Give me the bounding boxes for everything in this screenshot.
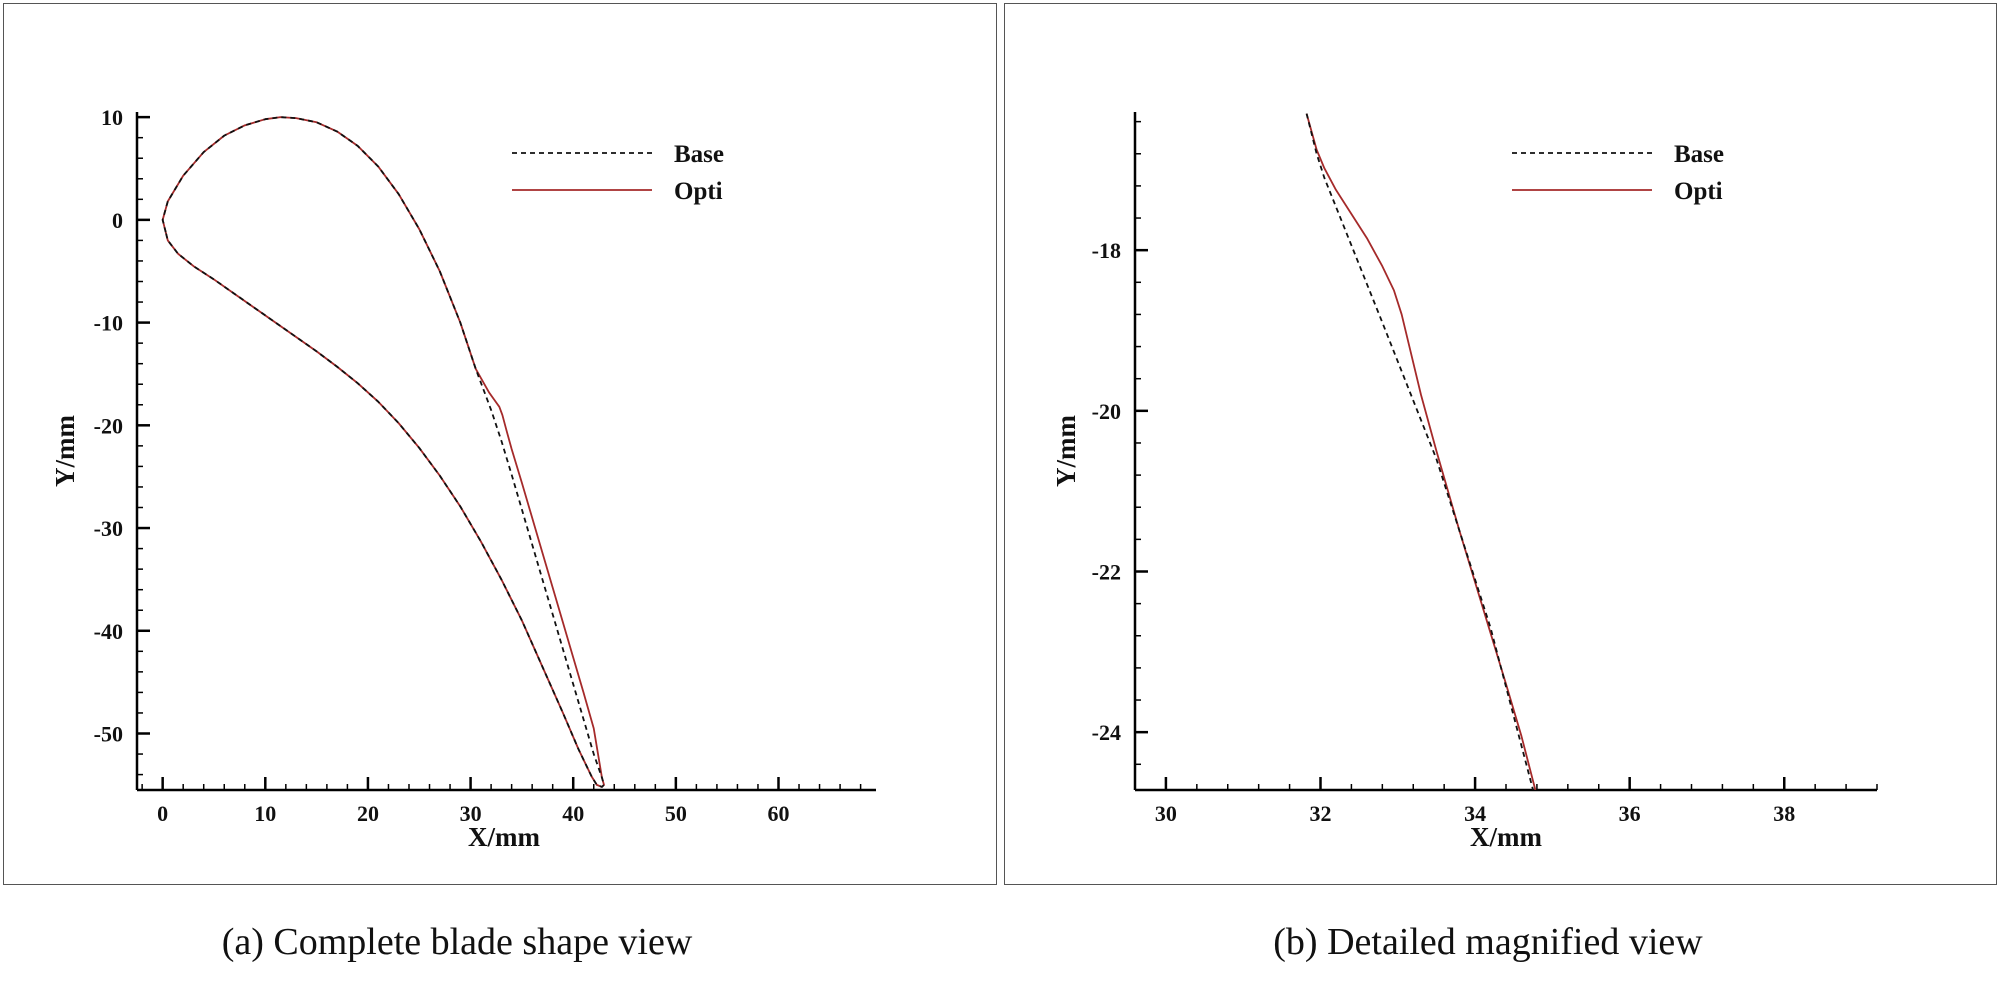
y-tick-label: -30 (94, 516, 123, 541)
y-tick-label: -18 (1092, 238, 1121, 263)
y-tick-label: -10 (94, 311, 123, 336)
legend-label-opti: Opti (1674, 178, 1723, 205)
x-tick-label: 40 (562, 801, 584, 826)
series-opti-line (161, 116, 605, 788)
chart-b: 30 32 34 36 38 -18 -20 -22 -24 X/mm Y/mm Base Opti (1051, 112, 1878, 852)
series-opti-line (1305, 113, 1537, 790)
x-tick-label: 32 (1310, 801, 1332, 826)
legend-label-base: Base (1674, 141, 1724, 168)
legend-label-base: Base (674, 141, 724, 168)
x-tick-label: 34 (1464, 801, 1486, 826)
x-axis-title: X/mm (468, 822, 540, 852)
y-tick-label: -20 (1092, 399, 1121, 424)
x-tick-label: 36 (1619, 801, 1641, 826)
y-axis-title: Y/mm (1051, 415, 1081, 487)
y-tick-label: -20 (94, 413, 123, 438)
y-tick-label: -22 (1092, 559, 1121, 584)
y-tick-label: 10 (101, 105, 123, 130)
x-tick-label: 50 (665, 801, 687, 826)
x-tick-label: 38 (1773, 801, 1795, 826)
y-tick-label: 0 (112, 208, 123, 233)
caption-b: (b) Detailed magnified view (1273, 921, 1703, 963)
y-tick-label: -50 (94, 722, 123, 747)
y-axis-title: Y/mm (50, 415, 80, 487)
x-axis-title: X/mm (1470, 822, 1542, 852)
legend-label-opti: Opti (674, 178, 723, 205)
y-tick-label: -40 (94, 619, 123, 644)
x-tick-label: 30 (1155, 801, 1177, 826)
panel-a-frame (3, 3, 997, 885)
x-tick-label: 20 (357, 801, 379, 826)
x-tick-label: 60 (767, 801, 789, 826)
x-tick-label: 10 (254, 801, 276, 826)
x-tick-label: 30 (460, 801, 482, 826)
chart-a: 0 10 20 30 40 50 60 10 0 -10 -20 -30 -40 -50 X/mm Y/mm B… (50, 105, 876, 852)
x-tick-label: 0 (157, 801, 168, 826)
panel-b-frame (1004, 3, 1997, 885)
y-tick-label: -24 (1092, 720, 1121, 745)
series-base-line (161, 116, 605, 788)
caption-a: (a) Complete blade shape view (221, 921, 693, 963)
series-base-line (1305, 113, 1534, 790)
